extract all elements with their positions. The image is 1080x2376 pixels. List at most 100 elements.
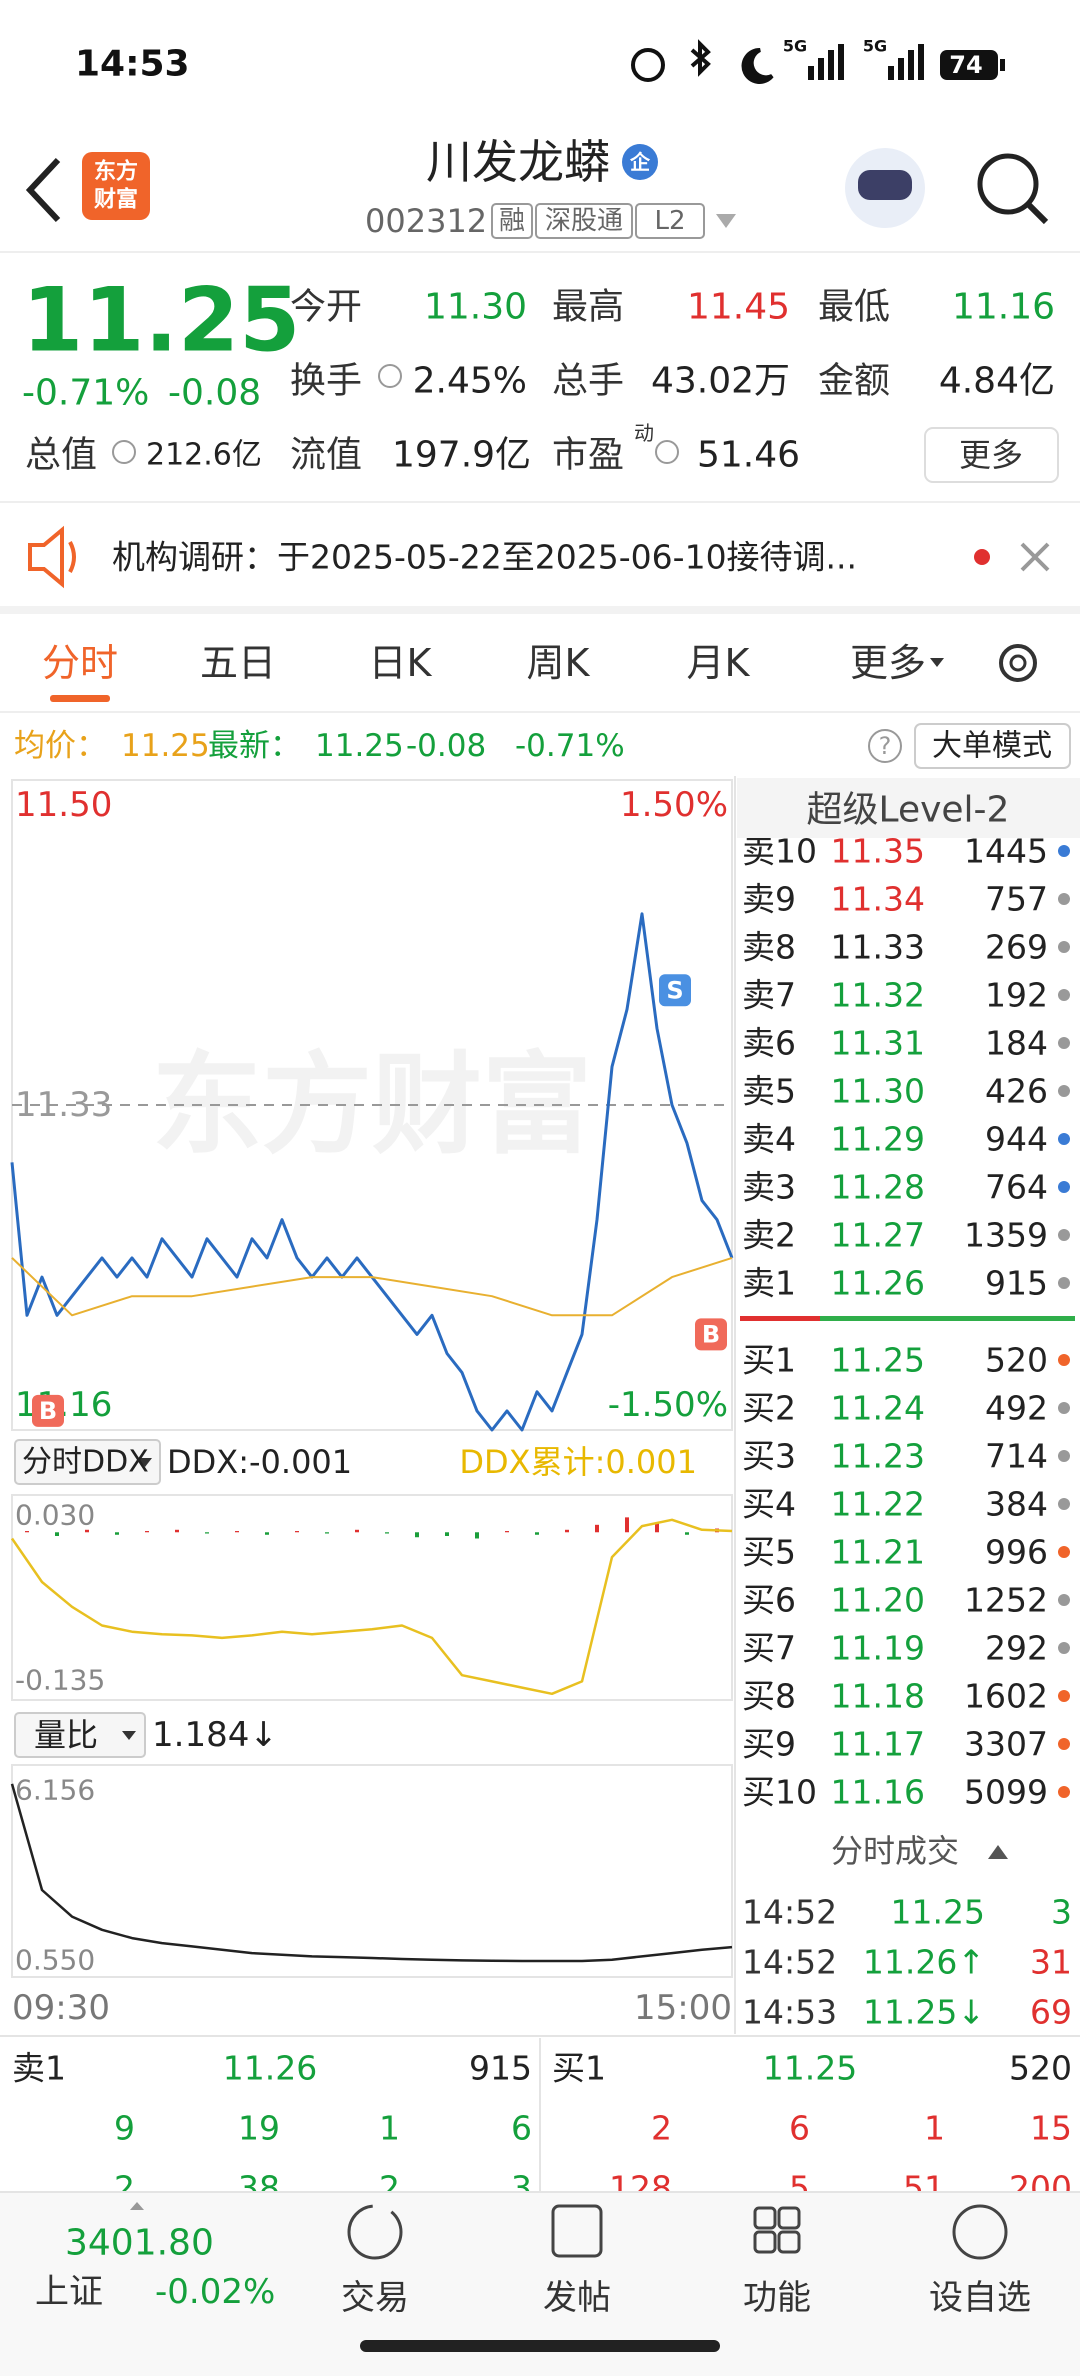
signal-bar xyxy=(888,66,894,80)
ratio-chart-frame xyxy=(11,1764,733,1978)
ask-dot xyxy=(1058,1085,1070,1097)
badge: 企 xyxy=(629,150,651,174)
tab[interactable]: 更多 xyxy=(850,641,926,685)
tab[interactable]: 五日 xyxy=(200,641,276,685)
settings-button[interactable] xyxy=(999,644,1037,682)
bid-dot xyxy=(1058,1642,1070,1654)
ddx-bar xyxy=(445,1532,449,1536)
trade-marker-label: B xyxy=(702,1320,720,1348)
bid-qty: 1602 xyxy=(964,1677,1048,1716)
search-button[interactable] xyxy=(977,153,1039,215)
depth-qty: 520 xyxy=(1009,2049,1072,2088)
tab[interactable]: 分时 xyxy=(42,641,118,685)
ddx-bar xyxy=(655,1522,659,1533)
tab-bar-item[interactable]: 功能 xyxy=(743,2278,811,2318)
ask-qty: 192 xyxy=(985,976,1048,1015)
info-icon[interactable] xyxy=(378,364,402,388)
field-value: 51.46 xyxy=(697,435,800,476)
trade-marker-label: B xyxy=(39,1397,57,1425)
bid-label: 买5 xyxy=(742,1533,796,1572)
tag: L2 xyxy=(654,206,685,236)
ddx-selector-label[interactable]: 分时DDX xyxy=(22,1445,149,1480)
status-time: 14:53 xyxy=(75,44,190,85)
ask-dot xyxy=(1058,845,1070,857)
trade-icon xyxy=(347,2204,403,2260)
depth-cell: 6 xyxy=(789,2109,810,2148)
ddx-bar xyxy=(535,1532,539,1535)
dropdown-arrow xyxy=(930,658,944,667)
signal-bar xyxy=(898,58,904,80)
mode-label[interactable]: 大单模式 xyxy=(932,729,1052,764)
ask-qty: 426 xyxy=(985,1072,1048,1111)
field-value: 43.02万 xyxy=(651,361,790,402)
tag: 深股通 xyxy=(545,206,623,236)
bid-qty: 3307 xyxy=(964,1725,1048,1764)
depth-price: 11.25 xyxy=(763,2049,857,2088)
depth-label: 卖1 xyxy=(12,2049,66,2088)
ddx-bar xyxy=(355,1529,359,1533)
signal-bar xyxy=(918,44,924,80)
back-button[interactable] xyxy=(25,157,61,223)
tab[interactable]: 周K xyxy=(527,641,591,685)
ratio-selector-label[interactable]: 量比 xyxy=(34,1716,98,1754)
function-icon xyxy=(753,2206,777,2230)
function-icon xyxy=(753,2230,777,2254)
ddx-selector[interactable] xyxy=(14,1439,161,1485)
field-value: 197.9亿 xyxy=(392,435,531,476)
speaker-wave xyxy=(68,541,76,573)
more-label[interactable]: 更多 xyxy=(959,436,1023,474)
alarm-icon xyxy=(631,48,665,82)
index-caret xyxy=(130,2202,144,2210)
moon-icon xyxy=(741,47,774,84)
tab[interactable]: 日K xyxy=(369,641,433,685)
y2-tick-label: -1.50% xyxy=(608,1385,728,1425)
tag-box xyxy=(635,203,705,239)
function-icon xyxy=(777,2230,801,2254)
bid-label: 买8 xyxy=(742,1677,796,1716)
unread-dot xyxy=(974,549,990,565)
tab-bar-item[interactable]: 设自选 xyxy=(929,2278,1031,2318)
field-label: 流值 xyxy=(290,435,362,476)
bluetooth-icon xyxy=(690,39,711,77)
ratio-value: 1.184↓ xyxy=(152,1715,278,1755)
ask-label: 卖8 xyxy=(742,928,796,967)
info-icon[interactable] xyxy=(112,440,136,464)
battery-tip xyxy=(1000,59,1005,71)
index-value[interactable]: 3401.80 xyxy=(65,2223,214,2264)
separator xyxy=(0,606,1080,614)
tab-bar-item[interactable]: 交易 xyxy=(341,2278,409,2318)
level2-header xyxy=(737,778,1080,838)
index-name: 上证 xyxy=(35,2272,103,2312)
bid-qty: 520 xyxy=(985,1341,1048,1380)
help-icon[interactable] xyxy=(868,729,902,763)
search-handle xyxy=(1025,201,1049,225)
close-button[interactable] xyxy=(1020,542,1050,572)
ask-label: 卖6 xyxy=(742,1024,796,1063)
y-tick-label: 6.156 xyxy=(15,1774,95,1807)
data-line xyxy=(10,1518,733,1696)
y-tick-label: 11.50 xyxy=(15,785,112,825)
ask-dot xyxy=(1058,1037,1070,1049)
latest-label: 最新： xyxy=(208,728,301,764)
ask-price: 11.29 xyxy=(831,1120,925,1159)
ratio-selector[interactable] xyxy=(14,1712,146,1758)
settings-center xyxy=(1009,654,1027,672)
ddx-bar xyxy=(295,1531,299,1533)
ask-label: 卖5 xyxy=(742,1072,796,1111)
field-label: 市盈 xyxy=(552,435,624,476)
ddx-bar xyxy=(325,1532,329,1534)
mode-button[interactable] xyxy=(914,723,1071,769)
ask-price: 11.32 xyxy=(831,976,925,1015)
trades-title: 分时成交 xyxy=(831,1832,959,1870)
more-button[interactable] xyxy=(924,427,1059,483)
info-icon[interactable] xyxy=(655,440,679,464)
trade-marker xyxy=(659,974,691,1007)
tab[interactable]: 月K xyxy=(687,641,751,685)
tab-bar-item[interactable]: 发帖 xyxy=(543,2278,611,2318)
depth-cell: 2 xyxy=(651,2109,672,2148)
trade-time: 14:53 xyxy=(742,1993,837,2032)
ask-dot xyxy=(1058,989,1070,1001)
network-label: 5G xyxy=(783,37,807,56)
